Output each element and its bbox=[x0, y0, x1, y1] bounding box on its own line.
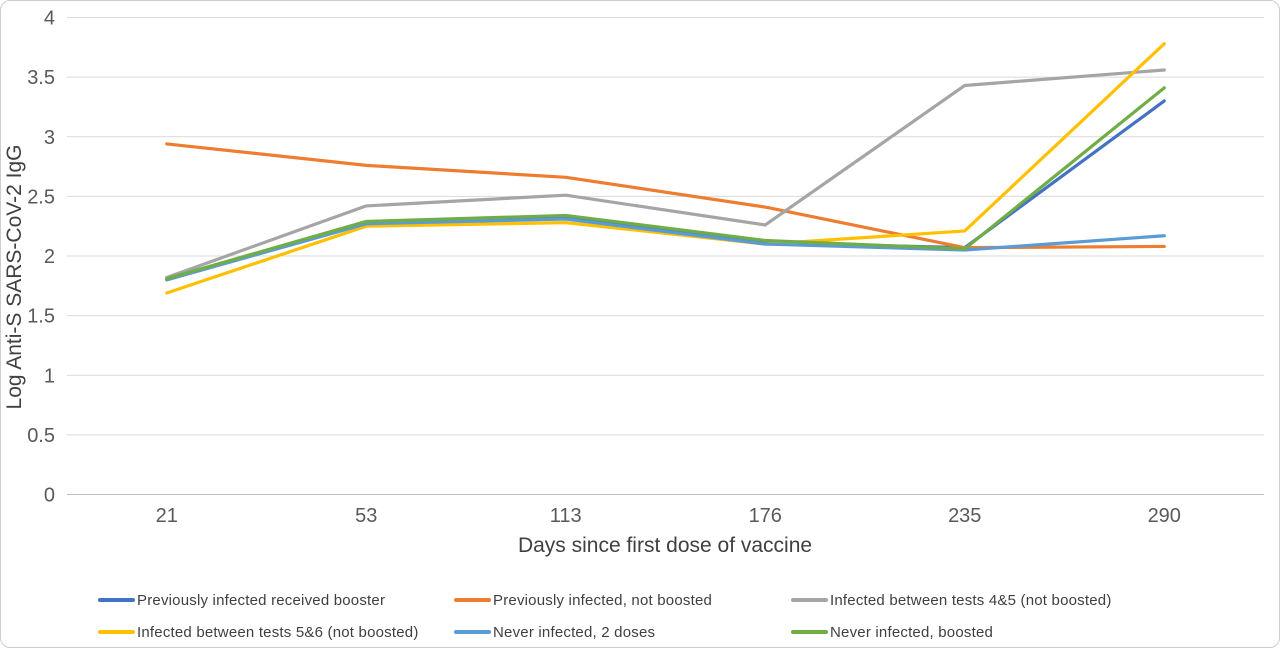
x-tick-label-290: 290 bbox=[1148, 505, 1181, 527]
y-axis-title: Log Anti-S SARS-CoV-2 IgG bbox=[3, 145, 26, 410]
series-line-never-infected-2-doses bbox=[165, 217, 1166, 282]
y-axis-tick-labels: 0 0.5 1 1.5 2 2.5 3 3.5 4 bbox=[27, 8, 55, 507]
y-tick-label-3: 3 bbox=[44, 127, 55, 149]
y-tick-label-1-5: 1.5 bbox=[27, 306, 55, 328]
gridlines bbox=[67, 17, 1264, 495]
series-lines bbox=[165, 42, 1166, 295]
x-axis-title: Days since first dose of vaccine bbox=[518, 534, 812, 557]
y-tick-label-2-5: 2.5 bbox=[27, 186, 55, 208]
y-tick-label-0: 0 bbox=[44, 485, 55, 507]
x-tick-label-53: 53 bbox=[355, 505, 377, 527]
series-line-never-infected-boosted bbox=[165, 86, 1166, 281]
x-axis-tick-labels: 21 53 113 176 235 290 bbox=[156, 505, 1181, 527]
series-line-infected-between-tests-4-5-not-boosted bbox=[165, 68, 1166, 280]
x-tick-label-113: 113 bbox=[550, 505, 582, 527]
series-line-previously-infected-received-booster bbox=[165, 99, 1166, 282]
y-tick-label-2: 2 bbox=[44, 246, 55, 268]
x-tick-label-21: 21 bbox=[156, 505, 178, 527]
y-tick-label-3-5: 3.5 bbox=[27, 67, 55, 89]
y-tick-label-4: 4 bbox=[44, 8, 55, 30]
x-tick-label-235: 235 bbox=[948, 505, 981, 527]
y-tick-label-0-5: 0.5 bbox=[27, 425, 55, 447]
x-tick-label-176: 176 bbox=[749, 505, 782, 527]
y-tick-label-1: 1 bbox=[44, 365, 55, 387]
series-line-infected-between-tests-5-6-not-boosted bbox=[165, 42, 1166, 295]
